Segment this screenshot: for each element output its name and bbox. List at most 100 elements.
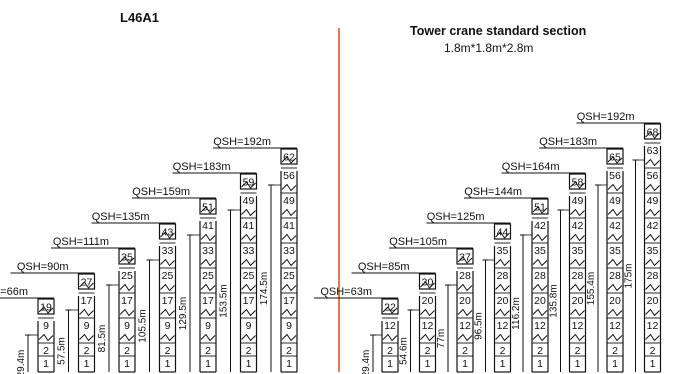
height-value: 105.5m [138, 309, 149, 342]
qsh-label: QSH=85m [358, 261, 410, 273]
top-section-box [158, 223, 177, 240]
section-break-mark [281, 183, 297, 192]
top-section-number: 65 [609, 152, 621, 164]
section-number: 2 [537, 345, 543, 357]
section-number: 17 [162, 295, 174, 307]
qsh-label: QSH=105m [389, 236, 447, 248]
top-section-box [77, 273, 96, 290]
top-section-number: 35 [121, 252, 133, 264]
section-number: 17 [243, 295, 255, 307]
section-number: 2 [205, 345, 211, 357]
section-number: 56 [609, 170, 621, 182]
section-number: 2 [462, 345, 468, 357]
left-tower-group: 1992129.4mQSH=66m271792157.5mQSH=90m3525… [0, 136, 298, 374]
section-break-mark [645, 131, 660, 139]
section-number: 1 [43, 358, 49, 370]
section-break-mark [495, 283, 510, 292]
right-title-line2: 1.8m*1.8m*2.8m [444, 41, 533, 55]
top-section-number: 37 [459, 252, 471, 264]
section-number: 17 [202, 295, 214, 307]
section-number: 2 [425, 345, 431, 357]
section-number: 25 [121, 270, 133, 282]
section-number: 9 [286, 320, 292, 332]
height-value: 29.4m [361, 350, 372, 374]
section-break-mark [281, 333, 297, 342]
section-break-mark [281, 308, 297, 317]
section-break-mark [200, 283, 216, 292]
qsh-label: QSH=63m [320, 286, 372, 298]
section-number: 2 [612, 345, 618, 357]
section-break-mark [281, 258, 297, 267]
section-number: 1 [165, 358, 171, 370]
section-number: 2 [387, 345, 393, 357]
section-break-mark [241, 181, 256, 189]
section-break-mark [607, 183, 623, 192]
section-number: 42 [609, 220, 621, 232]
qsh-label: QSH=164m [502, 161, 560, 173]
section-number: 1 [425, 358, 431, 370]
section-break-mark [532, 206, 548, 214]
section-break-mark [570, 308, 585, 317]
section-number: 35 [572, 245, 584, 257]
section-break-mark [281, 283, 297, 292]
section-break-mark [607, 156, 623, 164]
qsh-label: QSH=111m [53, 236, 109, 248]
section-break-mark [570, 333, 585, 342]
section-number: 49 [572, 195, 584, 207]
section-break-mark [79, 308, 94, 317]
section-number: 49 [647, 195, 659, 207]
top-section-box [37, 298, 55, 315]
section-break-mark [607, 233, 623, 242]
section-number: 63 [647, 145, 659, 157]
section-break-mark [570, 258, 585, 267]
height-value: 153.5m [219, 284, 230, 317]
top-section-number: 51 [202, 202, 214, 214]
section-number: 12 [497, 320, 509, 332]
section-break-mark [532, 308, 548, 317]
top-section-box [118, 248, 136, 265]
section-number: 2 [246, 345, 252, 357]
height-value: 155.4m [586, 272, 597, 305]
section-number: 9 [84, 320, 90, 332]
section-number: 1 [387, 358, 393, 370]
section-number: 2 [575, 345, 581, 357]
section-number: 2 [165, 345, 171, 357]
section-number: 1 [462, 358, 468, 370]
section-break-mark [79, 281, 94, 289]
section-number: 20 [497, 295, 509, 307]
top-section-number: 22 [384, 302, 396, 314]
section-break-mark [420, 333, 435, 342]
top-section-box [568, 173, 587, 190]
section-break-mark [200, 308, 216, 317]
section-break-mark [645, 233, 660, 242]
section-break-mark [160, 258, 175, 267]
section-number: 1 [286, 358, 292, 370]
section-number: 1 [246, 358, 252, 370]
top-section-box [239, 173, 258, 190]
section-break-mark [79, 333, 94, 342]
section-number: 28 [534, 270, 546, 282]
top-section-box [606, 148, 624, 165]
section-break-mark [645, 333, 660, 342]
section-number: 1 [650, 358, 656, 370]
section-number: 25 [162, 270, 174, 282]
height-value: 175m [624, 263, 635, 288]
top-section-box [199, 198, 217, 215]
section-break-mark [38, 306, 54, 314]
qsh-label: QSH=125m [427, 211, 485, 223]
tower-1: 19 9 21 29.4m QSH=66m [0, 286, 55, 374]
section-number: 17 [283, 295, 295, 307]
section-number: 35 [609, 245, 621, 257]
section-number: 1 [537, 358, 543, 370]
section-number: 20 [572, 295, 584, 307]
section-break-mark [457, 308, 473, 317]
section-break-mark [160, 231, 175, 239]
section-number: 20 [459, 295, 471, 307]
qsh-label: QSH=192m [213, 136, 271, 148]
section-break-mark [532, 333, 548, 342]
qsh-label: QSH=192m [577, 111, 635, 123]
